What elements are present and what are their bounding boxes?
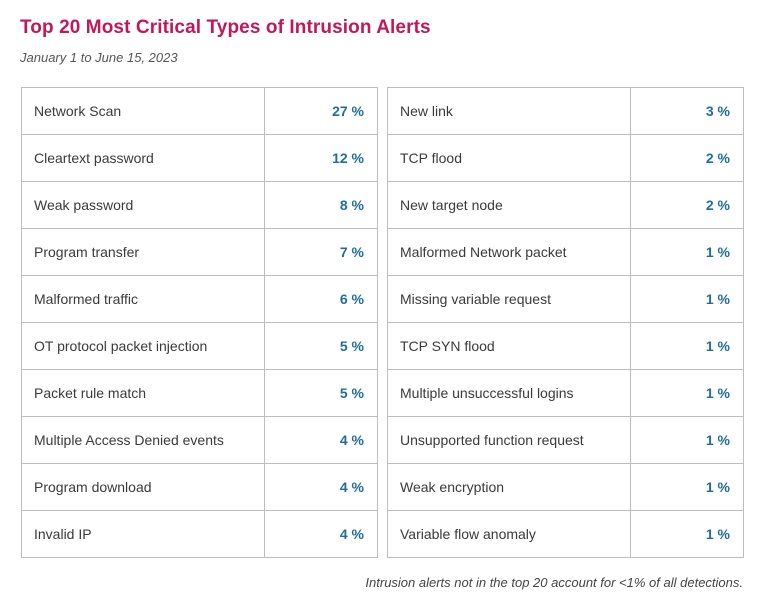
alert-type-label: Program download: [21, 463, 265, 511]
alert-percent-value: 1 %: [630, 510, 744, 558]
alert-percent-value: 12 %: [264, 134, 378, 182]
alert-type-label: Malformed traffic: [21, 275, 265, 323]
alert-percent-value: 3 %: [630, 87, 744, 135]
table-row: Multiple unsuccessful logins 1 %: [387, 369, 744, 417]
alert-percent-value: 1 %: [630, 322, 744, 370]
alert-percent-value: 8 %: [264, 181, 378, 229]
alert-percent-value: 27 %: [264, 87, 378, 135]
alert-percent-value: 2 %: [630, 134, 744, 182]
alert-type-label: Cleartext password: [21, 134, 265, 182]
table-row: Malformed Network packet 1 %: [387, 228, 744, 276]
chart-title: Top 20 Most Critical Types of Intrusion …: [20, 17, 431, 38]
table-row: New target node 2 %: [387, 181, 744, 229]
alert-percent-value: 5 %: [264, 369, 378, 417]
table-row: Program transfer 7 %: [21, 228, 378, 276]
table-row: Cleartext password 12 %: [21, 134, 378, 182]
table-row: Missing variable request 1 %: [387, 275, 744, 323]
alert-type-label: Weak encryption: [387, 463, 631, 511]
table-row: OT protocol packet injection 5 %: [21, 322, 378, 370]
alert-percent-value: 1 %: [630, 416, 744, 464]
alert-percent-value: 7 %: [264, 228, 378, 276]
alert-percent-value: 1 %: [630, 228, 744, 276]
table-row: Program download 4 %: [21, 463, 378, 511]
table-row: Multiple Access Denied events 4 %: [21, 416, 378, 464]
table-row: New link 3 %: [387, 87, 744, 135]
table-row: Weak encryption 1 %: [387, 463, 744, 511]
table-row: Network Scan 27 %: [21, 87, 378, 135]
alert-type-label: Unsupported function request: [387, 416, 631, 464]
alert-percent-value: 6 %: [264, 275, 378, 323]
alert-percent-value: 2 %: [630, 181, 744, 229]
alert-type-label: TCP flood: [387, 134, 631, 182]
alert-type-label: Weak password: [21, 181, 265, 229]
table-row: TCP flood 2 %: [387, 134, 744, 182]
chart-subtitle: January 1 to June 15, 2023: [20, 50, 178, 65]
footnote: Intrusion alerts not in the top 20 accou…: [365, 575, 743, 590]
alert-type-label: Multiple Access Denied events: [21, 416, 265, 464]
alert-type-label: OT protocol packet injection: [21, 322, 265, 370]
alert-type-label: Variable flow anomaly: [387, 510, 631, 558]
alert-type-label: New link: [387, 87, 631, 135]
alert-type-label: Network Scan: [21, 87, 265, 135]
table-row: Weak password 8 %: [21, 181, 378, 229]
table-row: Variable flow anomaly 1 %: [387, 510, 744, 558]
table-row: Packet rule match 5 %: [21, 369, 378, 417]
alert-percent-value: 1 %: [630, 369, 744, 417]
table-row: Invalid IP 4 %: [21, 510, 378, 558]
alert-percent-value: 4 %: [264, 463, 378, 511]
alert-type-label: TCP SYN flood: [387, 322, 631, 370]
alert-type-label: Program transfer: [21, 228, 265, 276]
alert-percent-value: 4 %: [264, 510, 378, 558]
alert-percent-value: 5 %: [264, 322, 378, 370]
alert-type-label: New target node: [387, 181, 631, 229]
table-row: TCP SYN flood 1 %: [387, 322, 744, 370]
table-row: Unsupported function request 1 %: [387, 416, 744, 464]
alerts-table-left: Network Scan 27 % Cleartext password 12 % We…: [21, 87, 378, 558]
alert-type-label: Malformed Network packet: [387, 228, 631, 276]
table-row: Malformed traffic 6 %: [21, 275, 378, 323]
alert-type-label: Missing variable request: [387, 275, 631, 323]
alert-percent-value: 1 %: [630, 463, 744, 511]
alerts-table-right: New link 3 % TCP flood 2 % New target node 2 …: [387, 87, 744, 558]
alert-type-label: Packet rule match: [21, 369, 265, 417]
alert-type-label: Multiple unsuccessful logins: [387, 369, 631, 417]
alert-percent-value: 4 %: [264, 416, 378, 464]
alert-type-label: Invalid IP: [21, 510, 265, 558]
alert-percent-value: 1 %: [630, 275, 744, 323]
